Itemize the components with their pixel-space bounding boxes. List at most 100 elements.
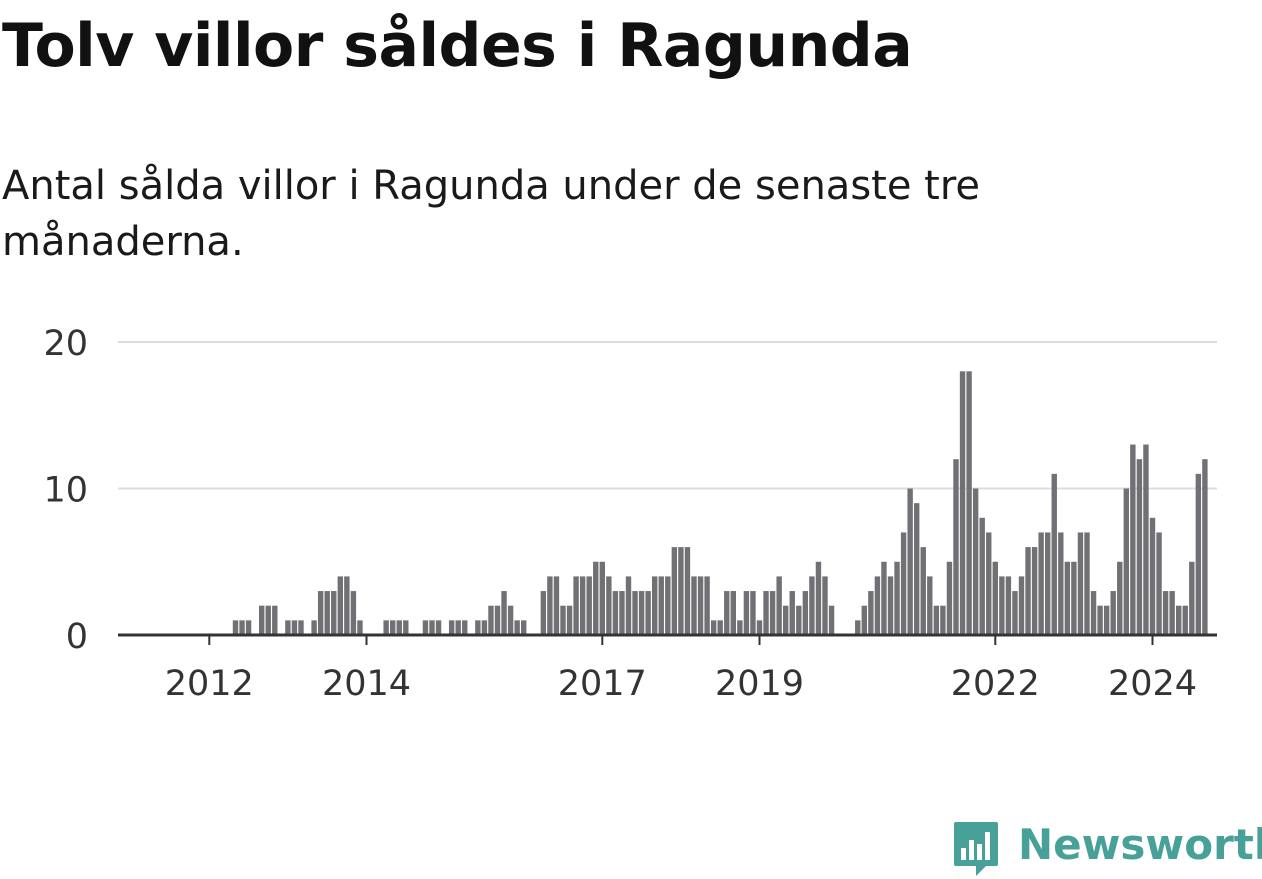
bar [1090, 591, 1097, 635]
bar [1077, 532, 1084, 635]
bar [1038, 532, 1044, 635]
bar [606, 576, 612, 635]
bar [560, 605, 566, 635]
bar [462, 620, 468, 635]
bar [959, 371, 966, 635]
bar [665, 576, 671, 635]
bar [285, 620, 291, 635]
bar [239, 620, 245, 635]
bar [331, 591, 337, 635]
bar [894, 561, 900, 635]
bar [344, 576, 350, 635]
bar [337, 576, 343, 635]
x-tick-label: 2022 [951, 664, 1040, 704]
newsworthy-logo-icon [954, 822, 998, 876]
bar [855, 620, 861, 635]
chart-subtitle: Antal sålda villor i Ragunda under de se… [2, 163, 981, 265]
bar [1084, 532, 1090, 635]
bar [501, 591, 507, 635]
bar [678, 547, 684, 635]
bar [593, 561, 599, 635]
bar [881, 561, 887, 635]
bar [972, 488, 979, 635]
bar [586, 576, 592, 635]
bar [652, 576, 658, 635]
bar [422, 620, 429, 635]
x-tick-label: 2014 [322, 664, 411, 704]
bar [272, 605, 278, 635]
bar [625, 576, 632, 635]
bar [324, 591, 330, 635]
bar [619, 591, 625, 635]
bar [809, 576, 815, 635]
bar [350, 591, 357, 635]
bar [1045, 532, 1051, 635]
bar [1031, 547, 1038, 635]
bar [940, 605, 946, 635]
bar [547, 576, 553, 635]
bar [1071, 561, 1077, 635]
bar [494, 605, 501, 635]
bar [697, 576, 704, 635]
bar [481, 620, 488, 635]
bar [455, 620, 461, 635]
bar [1143, 444, 1149, 635]
bar [291, 620, 298, 635]
bar [1176, 605, 1182, 635]
bar [750, 591, 756, 635]
bar [1005, 576, 1012, 635]
bar [828, 605, 835, 635]
bar [730, 591, 736, 635]
bar [887, 576, 894, 635]
bar [822, 576, 828, 635]
bar [986, 532, 992, 635]
bar [999, 576, 1005, 635]
bar [717, 620, 723, 635]
bar [658, 576, 664, 635]
x-tick-label: 2012 [165, 664, 254, 704]
bar [488, 605, 494, 635]
bar [684, 547, 691, 635]
newsworthy-brand: Newsworthy [950, 818, 1262, 878]
bar [933, 605, 940, 635]
bar [691, 576, 697, 635]
bar [1195, 473, 1202, 635]
bar [1202, 459, 1208, 635]
bar [927, 576, 933, 635]
bar [1110, 591, 1116, 635]
bar [710, 620, 717, 635]
x-tick-label: 2019 [715, 664, 804, 704]
bar [724, 591, 730, 635]
bar [638, 591, 645, 635]
bar [396, 620, 402, 635]
bar [743, 591, 750, 635]
bar [435, 620, 442, 635]
bar [1018, 576, 1025, 635]
bar [776, 576, 782, 635]
bar [1149, 517, 1156, 635]
bar [992, 561, 998, 635]
bar [540, 591, 547, 635]
bar [769, 591, 776, 635]
bar [403, 620, 409, 635]
bar [783, 605, 789, 635]
bar [1064, 561, 1071, 635]
bar [448, 620, 455, 635]
x-tick-label: 2024 [1108, 664, 1197, 704]
bar [514, 620, 520, 635]
bar [1162, 591, 1169, 635]
brand-name: Newsworthy [1018, 820, 1262, 869]
bar [704, 576, 710, 635]
bar [1136, 459, 1143, 635]
bar [1182, 605, 1188, 635]
bar [946, 561, 953, 635]
bar [763, 591, 769, 635]
bar [579, 576, 586, 635]
bar [383, 620, 389, 635]
bar [265, 605, 271, 635]
bar [815, 561, 822, 635]
bar [1058, 532, 1064, 635]
bar [599, 561, 605, 635]
bar [1156, 532, 1162, 635]
